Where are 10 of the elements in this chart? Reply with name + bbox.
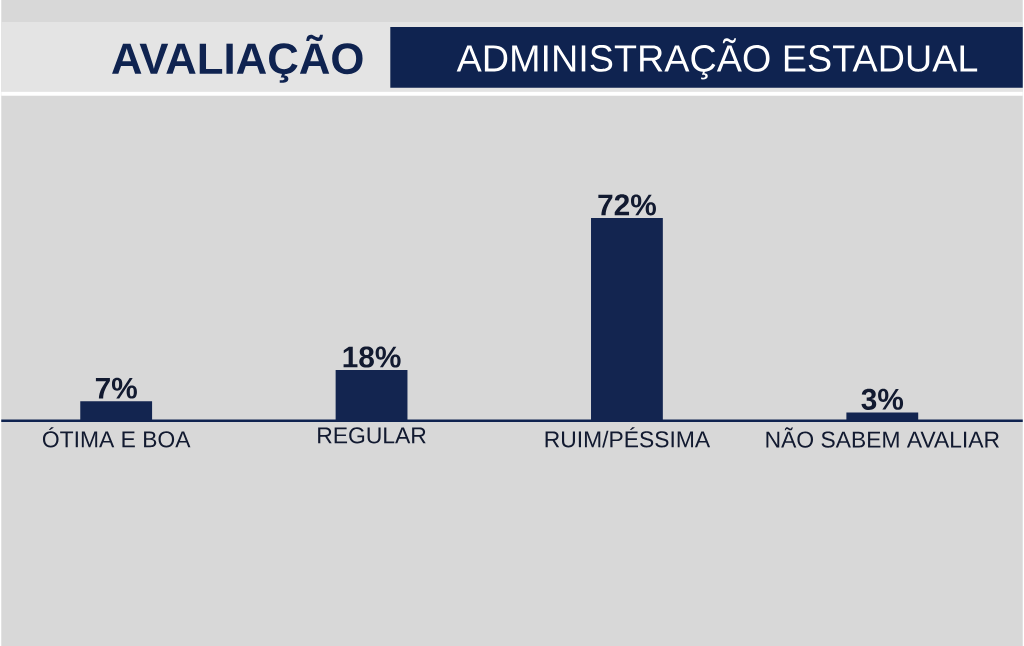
data-label: 18%	[343, 346, 401, 368]
data-label: 3%	[861, 388, 904, 410]
data-label: 72%	[598, 194, 656, 216]
x-tick-label: ÓTIMA E BOA	[42, 427, 191, 448]
chart-subtitle: ADMINISTRAÇÃO ESTADUAL	[456, 38, 978, 80]
data-label: 7%	[95, 377, 137, 399]
x-tick-label: REGULAR	[318, 427, 426, 444]
x-tick-label: NÃO SABEM AVALIAR	[766, 427, 999, 448]
x-tick-label: RUIM/PÉSSIMA	[545, 427, 711, 448]
chart-title: AVALIAÇÃO	[112, 34, 363, 83]
